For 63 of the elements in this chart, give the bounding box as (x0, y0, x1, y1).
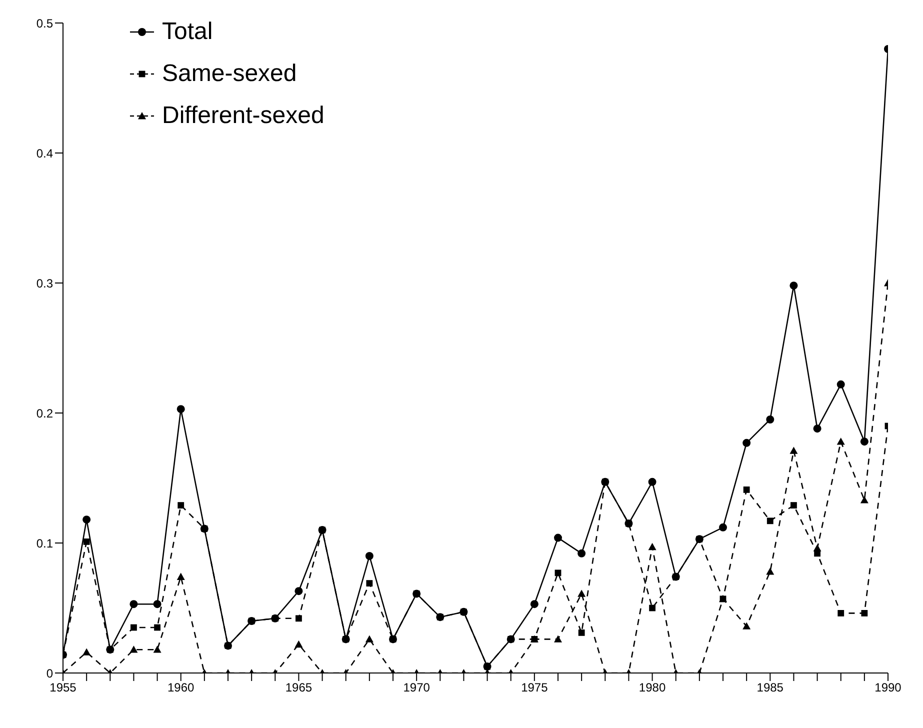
legend-label: Different-sexed (162, 102, 324, 130)
point (366, 580, 373, 586)
point (554, 635, 562, 642)
point (766, 518, 774, 524)
point (649, 604, 656, 612)
point (766, 568, 774, 575)
point (365, 635, 374, 642)
point (130, 624, 137, 631)
point (648, 478, 656, 486)
point (648, 542, 656, 550)
point (860, 496, 868, 504)
point (176, 572, 185, 580)
point (790, 502, 797, 508)
point (178, 502, 184, 508)
point (294, 587, 303, 596)
x-tick-label: 1975 (521, 680, 548, 695)
y-tick-label: 0.3 (36, 276, 54, 290)
point (82, 648, 91, 656)
point (790, 282, 798, 290)
point (790, 446, 798, 454)
x-tick-label: 1960 (168, 680, 195, 695)
legend-label: Same-sexed (162, 60, 297, 88)
y-tick-label: 0.2 (36, 406, 54, 420)
y-tick-label: 0.1 (36, 536, 54, 550)
point (130, 646, 138, 653)
point (578, 630, 585, 636)
point (836, 438, 845, 445)
legend-label: Total (162, 18, 213, 46)
point (742, 622, 751, 630)
y-tick-label: 0.5 (36, 16, 54, 30)
point (838, 610, 844, 616)
point (554, 534, 562, 542)
x-tick-label: 1970 (403, 680, 430, 695)
point (743, 486, 750, 493)
point (836, 380, 845, 388)
point (578, 549, 586, 558)
point (719, 523, 727, 532)
point (153, 646, 162, 653)
point (130, 600, 138, 608)
x-tick-label: 1980 (638, 680, 666, 695)
point (742, 438, 751, 447)
point (82, 516, 91, 524)
point (813, 424, 822, 433)
point (294, 640, 303, 648)
point (365, 552, 374, 560)
point (861, 610, 868, 616)
point (766, 416, 774, 424)
x-tick-label: 1965 (285, 680, 312, 695)
x-tick-label: 1985 (756, 680, 784, 695)
x-tick-label: 1990 (874, 680, 902, 695)
point (153, 600, 162, 608)
point (176, 405, 185, 414)
point (860, 438, 868, 446)
point (578, 590, 586, 597)
y-tick-label: 0.4 (36, 146, 54, 160)
point (813, 544, 822, 552)
point (83, 538, 90, 545)
point (296, 615, 302, 622)
x-tick-label: 1955 (50, 680, 77, 695)
y-tick-label: 0 (46, 666, 54, 680)
point (530, 600, 538, 608)
point (154, 624, 160, 631)
point (554, 570, 562, 576)
